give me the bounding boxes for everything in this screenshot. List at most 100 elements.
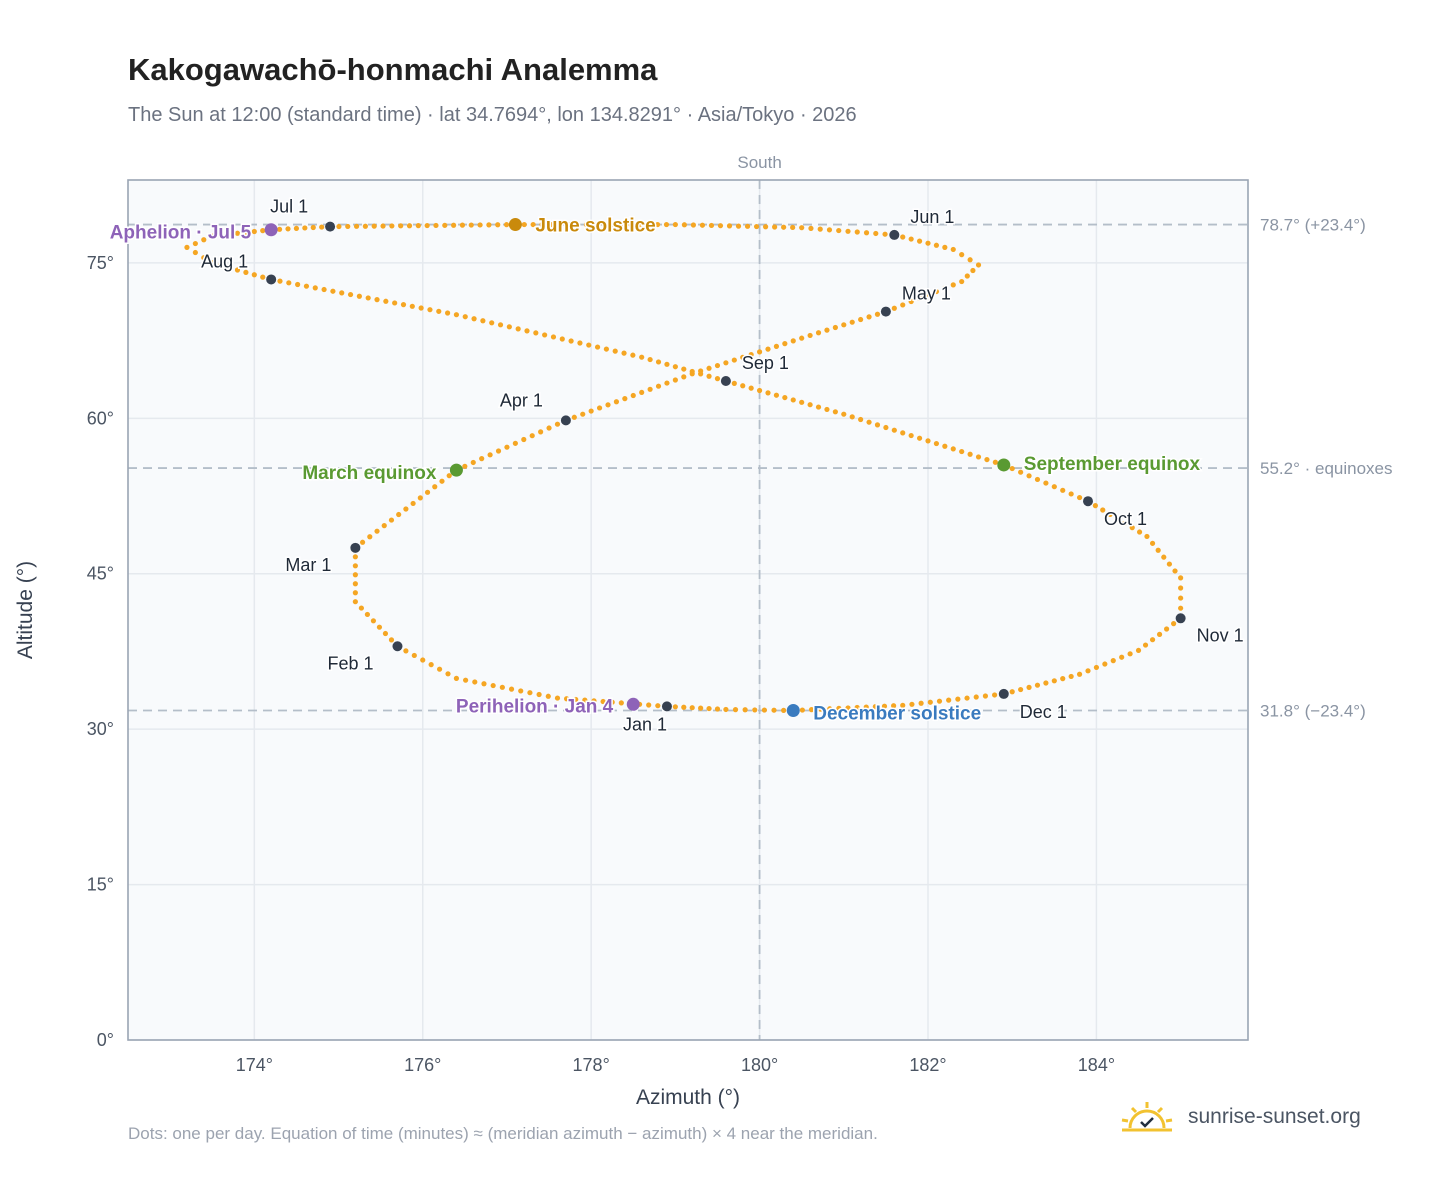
daily-dot — [858, 416, 864, 423]
daily-dot — [874, 422, 881, 428]
daily-dot — [277, 278, 283, 284]
daily-dot — [1018, 686, 1024, 693]
daily-dot — [706, 365, 712, 371]
daily-dot — [841, 411, 847, 417]
daily-dot — [477, 222, 483, 228]
daily-dot — [226, 231, 232, 237]
daily-dot — [352, 590, 358, 596]
daily-dot — [571, 414, 577, 420]
daily-dot — [647, 356, 653, 363]
daily-dot — [376, 624, 383, 630]
daily-dot — [374, 528, 380, 534]
daily-dot — [388, 517, 395, 523]
daily-dot — [826, 227, 833, 233]
daily-dot — [1144, 533, 1150, 540]
daily-dot — [723, 360, 729, 366]
daily-dot — [524, 328, 530, 334]
daily-dot — [672, 221, 678, 228]
daily-dot — [610, 221, 616, 228]
daily-dot — [1172, 568, 1178, 574]
daily-dot — [383, 298, 389, 304]
daily-dot — [955, 696, 961, 702]
daily-dot — [782, 394, 788, 401]
daily-dot — [1026, 473, 1032, 479]
daily-dot — [554, 421, 561, 427]
daily-dot — [596, 405, 603, 411]
month-label: Nov 1 — [1197, 625, 1244, 645]
daily-dot — [356, 293, 362, 299]
daily-dot — [462, 463, 468, 469]
daily-dot — [832, 409, 838, 415]
month-label: Apr 1 — [500, 390, 543, 410]
daily-dot — [336, 223, 342, 230]
daily-dot — [808, 707, 815, 713]
daily-dot — [601, 221, 607, 228]
daily-dot — [762, 224, 769, 230]
daily-dot — [480, 318, 486, 324]
daily-dot — [808, 225, 814, 231]
chart-subtitle: The Sun at 12:00 (standard time) · lat 3… — [128, 104, 857, 126]
daily-dot — [396, 511, 402, 518]
daily-dot — [364, 611, 370, 618]
daily-dot — [637, 221, 643, 228]
daily-dot — [515, 326, 521, 332]
daily-dot — [506, 324, 512, 330]
event-marker — [264, 223, 278, 237]
month-marker — [661, 701, 672, 712]
daily-dot — [908, 298, 914, 305]
plot-frame — [127, 179, 1249, 1041]
event-label: March equinox — [302, 463, 437, 484]
daily-dot — [748, 351, 754, 358]
daily-dot — [347, 291, 354, 298]
daily-dot — [583, 221, 590, 228]
brand[interactable]: sunrise-sunset.org — [1120, 1100, 1361, 1134]
daily-dot — [799, 399, 805, 405]
daily-dot — [359, 539, 366, 545]
x-tick-label: 184° — [1078, 1055, 1115, 1075]
daily-dot — [1100, 507, 1106, 513]
month-marker — [998, 688, 1009, 699]
daily-dot — [398, 223, 404, 229]
daily-dot — [883, 424, 889, 431]
daily-dot — [1129, 525, 1135, 531]
event-marker — [786, 704, 800, 718]
brand-name: sunrise-sunset.org — [1188, 1105, 1361, 1128]
daily-dot — [411, 652, 417, 659]
daily-dot — [487, 452, 493, 458]
daily-dot — [303, 283, 310, 289]
daily-dot — [508, 686, 515, 692]
daily-dot — [654, 221, 661, 228]
daily-dot — [339, 290, 345, 296]
month-label: Dec 1 — [1020, 702, 1067, 722]
daily-dot — [942, 244, 948, 250]
daily-dot — [192, 240, 198, 247]
daily-dot — [453, 675, 460, 681]
daily-dot — [370, 618, 377, 624]
daily-dot — [817, 226, 823, 232]
daily-dot — [418, 305, 424, 311]
daily-dot — [841, 322, 847, 328]
daily-dot — [916, 435, 923, 441]
daily-dot — [293, 225, 300, 232]
daily-dot — [489, 320, 495, 326]
daily-dot — [672, 377, 678, 383]
daily-dot — [630, 352, 636, 358]
daily-dot — [371, 223, 377, 229]
daily-dot — [1171, 621, 1177, 627]
daily-dot — [573, 696, 579, 703]
daily-dot — [382, 630, 389, 637]
daily-dot — [260, 228, 266, 234]
daily-dot — [744, 223, 751, 229]
daily-dot — [381, 523, 387, 529]
daily-dot — [554, 695, 561, 701]
daily-dot — [874, 311, 881, 317]
daily-dot — [1178, 595, 1184, 601]
daily-dot — [726, 223, 733, 229]
daily-dot — [891, 703, 897, 709]
y-axis-title: Altitude (°) — [14, 561, 37, 659]
daily-dot — [698, 371, 704, 377]
footnote: Dots: one per day. Equation of time (min… — [128, 1124, 878, 1143]
daily-dot — [1161, 554, 1167, 560]
daily-dot — [503, 222, 510, 228]
y-tick-label: 0° — [97, 1030, 114, 1050]
